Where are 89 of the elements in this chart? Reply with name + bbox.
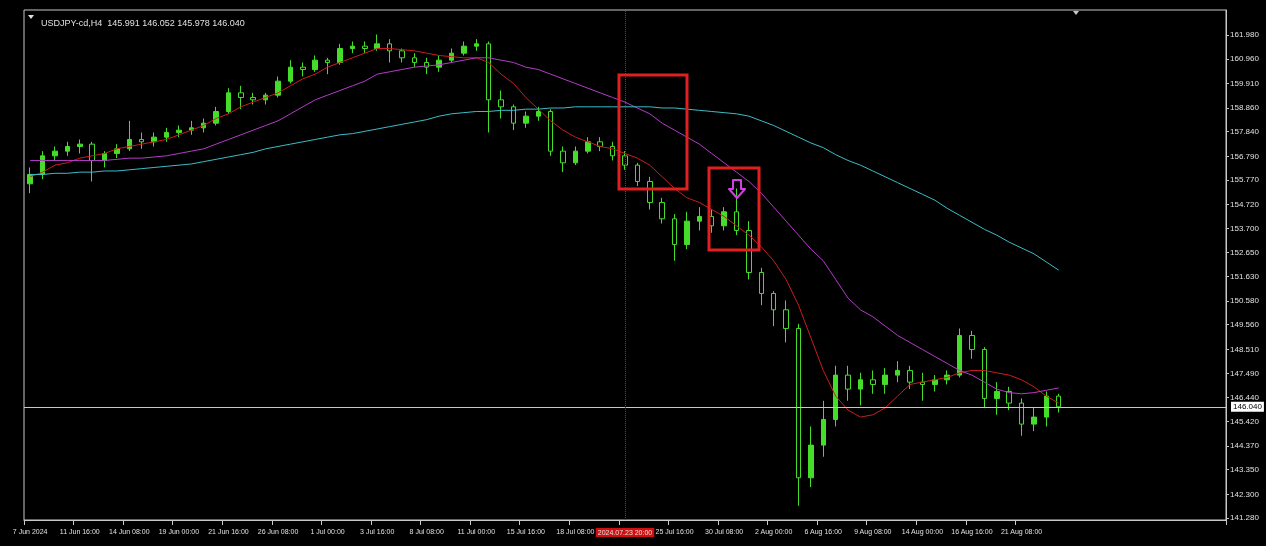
candlestick (734, 187, 739, 236)
y-tick-label: 154.720 (1230, 199, 1260, 209)
candlestick (511, 103, 516, 131)
candlestick (684, 211, 690, 250)
candlestick (994, 381, 1000, 416)
candlestick (1031, 407, 1037, 432)
candlestick (659, 197, 665, 224)
y-tick-label: 152.650 (1230, 248, 1260, 258)
candlestick (337, 43, 343, 66)
candlestick (312, 54, 318, 73)
candlestick (969, 330, 975, 360)
candlestick (325, 57, 330, 75)
candlestick (238, 85, 244, 110)
candlestick (226, 87, 231, 115)
candlestick (920, 372, 925, 402)
y-tick-label: 160.960 (1230, 54, 1260, 64)
candlestick (1019, 397, 1024, 437)
candlestick (536, 106, 541, 122)
candlestick (858, 372, 863, 406)
y-tick-label: 147.490 (1230, 368, 1260, 378)
candlestick (845, 365, 851, 402)
y-tick-label: 156.790 (1230, 151, 1260, 161)
candlestick (114, 143, 120, 159)
candlestick (672, 213, 677, 262)
candlestick (560, 145, 566, 173)
candlestick (486, 41, 491, 133)
candlestick (622, 150, 628, 171)
candlestick (895, 360, 900, 383)
candlestick (139, 131, 144, 150)
candlestick (77, 138, 83, 154)
candlestick (65, 141, 70, 157)
y-tick-label: 157.840 (1230, 127, 1260, 137)
y-tick-label: 161.980 (1230, 30, 1260, 40)
candlestick (288, 59, 293, 84)
candlestick (697, 206, 702, 231)
y-tick-label: 158.860 (1230, 103, 1260, 113)
candlestick (932, 374, 938, 392)
y-tick-label: 141.280 (1230, 513, 1260, 523)
y-tick-label: 148.510 (1230, 344, 1260, 354)
candlestick (461, 41, 467, 56)
y-tick-label: 150.580 (1230, 296, 1260, 306)
candlestick (52, 145, 58, 161)
y-tick-label: 142.300 (1230, 489, 1260, 499)
y-tick-label: 143.350 (1230, 465, 1260, 475)
candlestick (474, 38, 479, 52)
line-series (29, 106, 1060, 271)
y-tick-label: 146.440 (1230, 393, 1260, 403)
ref-line-label: 146.040 (1233, 402, 1263, 412)
candlestick (1056, 393, 1061, 413)
candlestick (573, 145, 578, 166)
candlestick (1006, 386, 1012, 411)
candlestick (176, 124, 182, 138)
candlestick (957, 327, 962, 378)
candlestick (127, 120, 132, 152)
candlestick (548, 108, 553, 157)
y-tick-label: 144.370 (1230, 441, 1260, 451)
y-tick-label: 153.700 (1230, 223, 1260, 233)
candlestick (1044, 390, 1049, 427)
text: USDJPY-cd,H4 145.991 146.052 145.978 146.040 (41, 17, 245, 28)
candlestick (907, 365, 913, 390)
candlestick (399, 48, 405, 63)
y-tick-label: 155.770 (1230, 175, 1260, 185)
y-tick-label: 149.560 (1230, 320, 1260, 330)
candlestick (821, 400, 826, 458)
candlestick (783, 299, 789, 343)
y-tick-label: 159.910 (1230, 78, 1260, 88)
candlestick (771, 290, 776, 327)
candlestick (89, 141, 95, 182)
candlestick (982, 346, 987, 409)
candlestick (275, 75, 281, 98)
candlestick (759, 267, 764, 306)
candlestick (882, 367, 888, 395)
candlestick (833, 365, 838, 427)
candlestick (870, 369, 876, 395)
candlestick (350, 41, 355, 54)
candlestick (796, 323, 801, 507)
candlestick (362, 41, 368, 54)
y-tick-label: 151.630 (1230, 271, 1260, 281)
candlestick (387, 38, 392, 63)
candlestick (523, 110, 529, 129)
candlestick (412, 52, 417, 68)
candlestick (808, 425, 814, 488)
candlestick (300, 61, 306, 77)
candlestick (585, 136, 591, 154)
candlestick (498, 89, 504, 119)
y-tick-label: 145.420 (1230, 416, 1260, 426)
candlestick (164, 127, 169, 143)
candlestick (250, 92, 256, 105)
candlestick (635, 162, 640, 187)
